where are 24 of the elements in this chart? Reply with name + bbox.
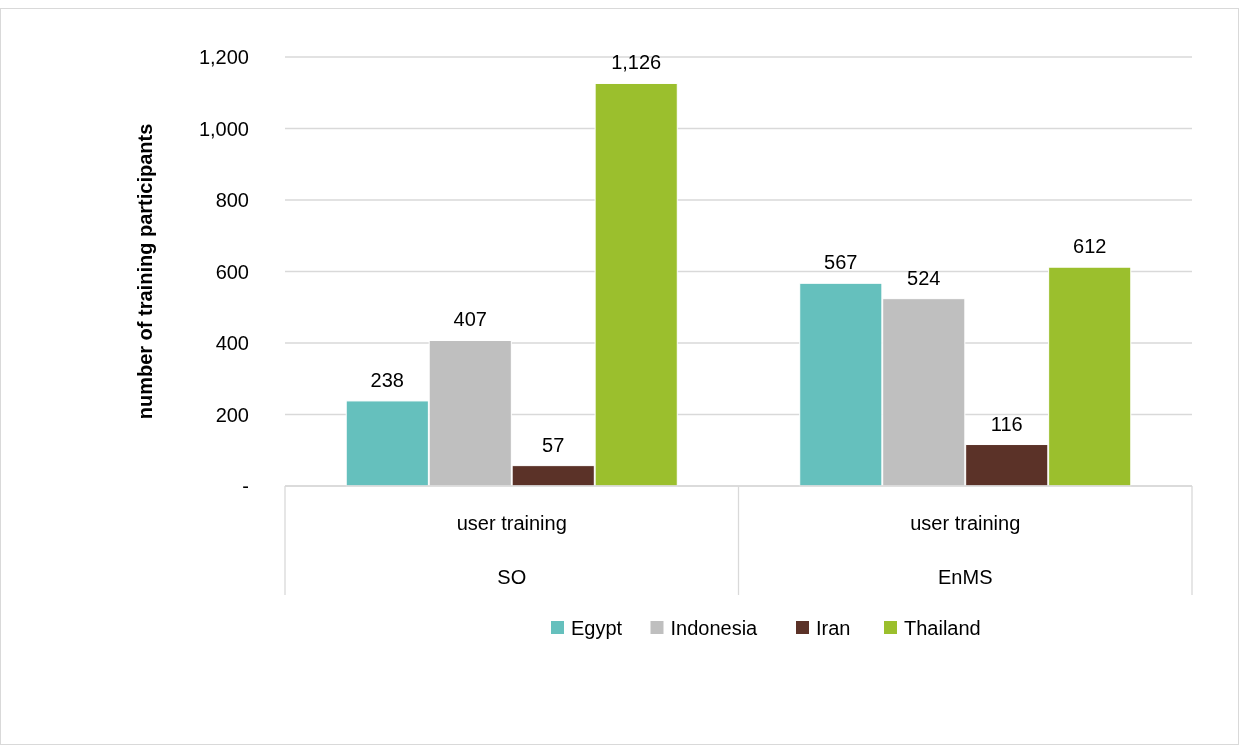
text: SO — [497, 566, 527, 588]
data-label: 612 — [1073, 235, 1107, 258]
y-tick-label: 800 — [215, 189, 249, 211]
data-label: 567 — [824, 251, 858, 274]
data-label: 57 — [542, 433, 565, 456]
legend-label: Indonesia — [670, 617, 759, 639]
data-label: 238 — [370, 368, 404, 391]
text: EnMS — [938, 566, 993, 588]
x-tick-label: user training — [910, 512, 1021, 534]
legend-label: Iran — [816, 617, 851, 639]
data-label: 524 — [907, 266, 941, 289]
data-label: 1,126 — [611, 51, 662, 74]
y-tick-label: - — [242, 475, 249, 497]
legend-label: Thailand — [904, 617, 981, 639]
data-label: 407 — [453, 308, 487, 331]
y-axis-title: number of training participants — [134, 123, 156, 420]
y-tick-label: 1,000 — [198, 117, 249, 140]
x-tick-label: user training — [456, 512, 567, 534]
data-label: 116 — [990, 412, 1023, 435]
y-tick-label: 600 — [215, 260, 249, 283]
legend-label: Egypt — [571, 617, 623, 639]
y-tick-label: 400 — [215, 332, 249, 354]
y-tick-label: 200 — [215, 403, 249, 426]
y-tick-label: 1,200 — [198, 46, 249, 68]
